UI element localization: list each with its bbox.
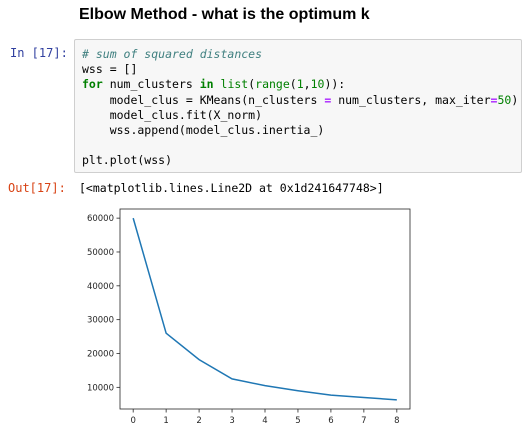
plot-frame — [119, 208, 411, 410]
y-tick-label: 50000 — [87, 248, 114, 258]
x-tick-label: 2 — [196, 416, 201, 426]
code-number: 50 — [497, 92, 512, 107]
code-token: num_clusters, max_iter — [331, 92, 491, 107]
output-prompt: Out[17]: — [8, 181, 66, 195]
x-tick-label: 0 — [130, 416, 135, 426]
y-tick-label: 40000 — [87, 282, 114, 292]
x-tick-label: 3 — [229, 416, 234, 426]
code-builtin: list — [220, 77, 249, 92]
series-line — [132, 217, 397, 401]
code-comment: # sum of squared distances — [82, 47, 263, 61]
x-tick-label: 1 — [163, 416, 168, 426]
x-tick-label: 5 — [295, 416, 300, 426]
code-token: )): — [324, 77, 346, 92]
code-keyword: for — [82, 77, 103, 92]
output-repr: [<matplotlib.lines.Line2D at 0x1d2416477… — [79, 181, 384, 195]
code-token: num_clusters — [102, 77, 200, 92]
y-tick-label: 20000 — [87, 350, 114, 360]
x-tick-label: 7 — [361, 416, 366, 426]
code-token: ) — [511, 92, 519, 107]
y-tick-label: 10000 — [87, 383, 114, 393]
code-line: plt.plot(wss) — [82, 153, 173, 168]
code-operator: = — [490, 92, 498, 107]
code-token: model_clus = KMeans(n_clusters — [82, 92, 325, 107]
code-token: ( — [248, 77, 256, 92]
code-operator: = — [324, 92, 332, 107]
x-tick-label: 4 — [262, 416, 267, 426]
notebook-heading: Elbow Method - what is the optimum k — [79, 6, 370, 23]
code-number: 10 — [310, 77, 325, 92]
code-keyword: in — [199, 77, 214, 92]
code-line: wss.append(model_clus.inertia_) — [82, 123, 325, 138]
elbow-line-chart: 10000 20000 30000 40000 50000 60000 0 1 2 3 4 5 6 7 8 — [87, 208, 411, 426]
code-editor[interactable]: # sum of squared distances wss = [] for … — [82, 47, 518, 169]
code-token: , — [303, 77, 311, 92]
y-tick-label: 60000 — [87, 214, 114, 224]
code-line: wss = [] — [82, 62, 138, 77]
code-number: 1 — [296, 77, 304, 92]
code-line: model_clus.fit(X_norm) — [82, 107, 263, 122]
y-tick-label: 30000 — [87, 316, 114, 326]
x-tick-label: 8 — [394, 416, 399, 426]
input-prompt: In [17]: — [10, 46, 68, 60]
code-builtin: range — [255, 77, 290, 92]
code-token: ( — [289, 77, 297, 92]
x-tick-label: 6 — [328, 416, 333, 426]
code-cell[interactable]: # sum of squared distances wss = [] for … — [74, 39, 522, 173]
